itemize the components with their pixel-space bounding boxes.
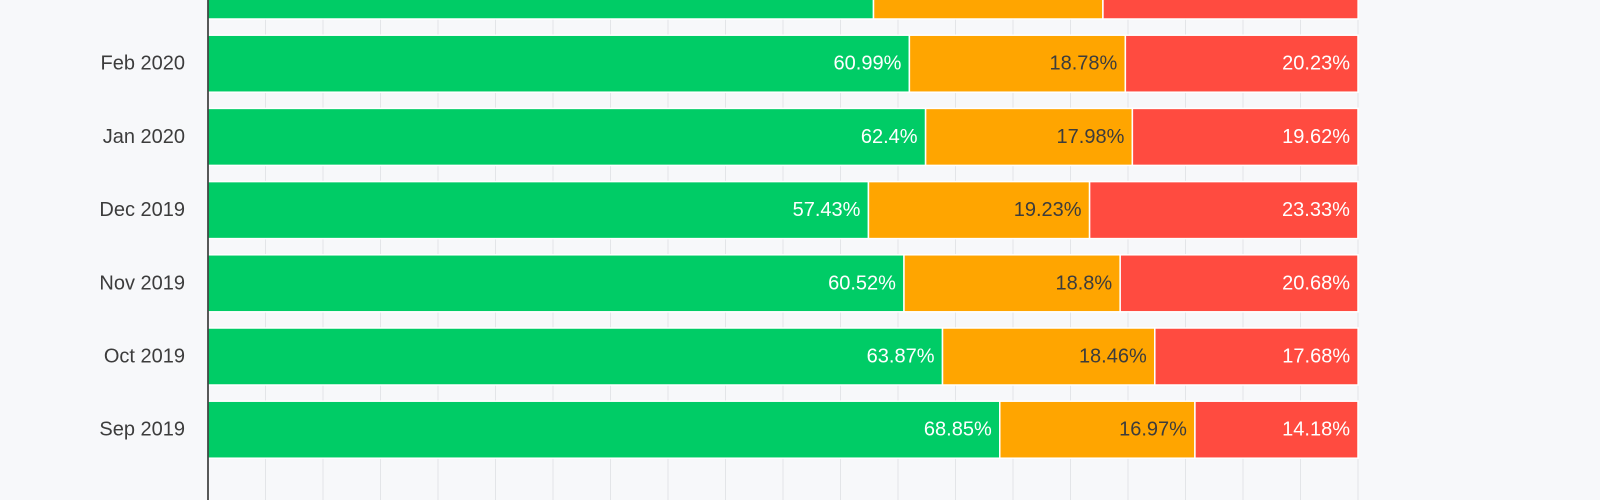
- category-label: Nov 2019: [99, 272, 185, 294]
- data-labels: 57.87% 19.95% 22.19% 60.99% 18.78% 20.23% 62.4…: [793, 0, 1351, 441]
- bar-segment: [207, 107, 927, 167]
- data-label: 18.8%: [1055, 272, 1112, 294]
- category-labels: Mar 2020 Feb 2020 Jan 2020 Dec 2019 Nov 2019…: [99, 0, 185, 441]
- data-label: 18.78%: [1050, 53, 1118, 75]
- category-label: Sep 2019: [99, 419, 185, 441]
- bars: [207, 0, 1359, 459]
- category-label: Oct 2019: [104, 346, 185, 368]
- data-label: 57.43%: [793, 199, 861, 221]
- category-label: Mar 2020: [101, 0, 186, 2]
- bar-segment: [867, 180, 1091, 240]
- data-label: 17.68%: [1282, 346, 1350, 368]
- data-label: 19.95%: [1027, 0, 1095, 2]
- bar-segment: [1194, 400, 1359, 459]
- data-label: 18.46%: [1079, 346, 1147, 368]
- category-label: Jan 2020: [103, 126, 185, 148]
- data-label: 19.62%: [1282, 126, 1350, 148]
- bar-segment: [1124, 34, 1359, 93]
- bar-segment: [207, 180, 870, 240]
- bar-segment: [872, 0, 1104, 20]
- data-label: 22.19%: [1282, 0, 1350, 2]
- bar-segment: [207, 34, 911, 93]
- bar-segment: [1102, 0, 1359, 20]
- category-label: Dec 2019: [99, 199, 185, 221]
- bar-segment: [999, 400, 1196, 459]
- bar-segment: [924, 107, 1134, 167]
- bar-segment: [941, 327, 1156, 386]
- bar-segment: [1119, 254, 1359, 313]
- data-label: 63.87%: [867, 346, 935, 368]
- data-label: 17.98%: [1057, 126, 1125, 148]
- data-label: 20.68%: [1282, 272, 1350, 294]
- bar-segment: [903, 254, 1121, 313]
- bar-segment: [207, 327, 944, 386]
- data-label: 60.52%: [828, 272, 896, 294]
- bar-segment: [207, 400, 1001, 459]
- data-label: 68.85%: [924, 419, 992, 441]
- bar-segment: [1154, 327, 1359, 386]
- bar-segment: [1131, 107, 1359, 167]
- data-label: 14.18%: [1282, 419, 1350, 441]
- data-label: 62.4%: [861, 126, 918, 148]
- category-label: Feb 2020: [100, 53, 185, 75]
- data-label: 23.33%: [1282, 199, 1350, 221]
- data-label: 20.23%: [1282, 53, 1350, 75]
- data-label: 16.97%: [1119, 419, 1187, 441]
- data-label: 57.87%: [798, 0, 866, 2]
- bar-segment: [207, 254, 905, 313]
- bar-segment: [1088, 180, 1359, 240]
- bar-segment: [207, 0, 875, 20]
- data-label: 60.99%: [834, 53, 902, 75]
- data-label: 19.23%: [1014, 199, 1082, 221]
